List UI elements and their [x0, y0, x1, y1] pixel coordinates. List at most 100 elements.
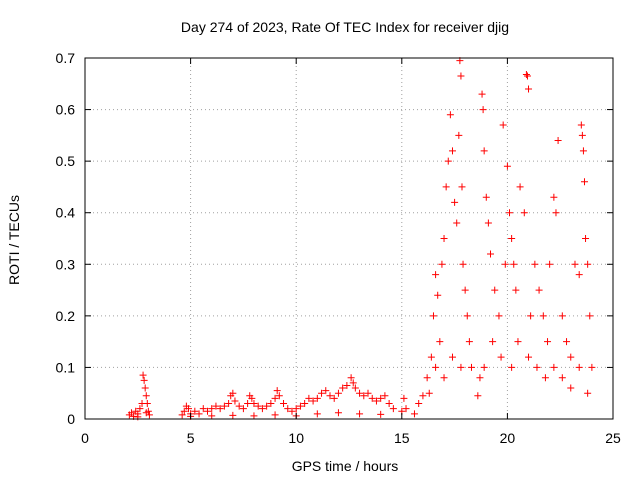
- x-tick-label: 15: [394, 430, 410, 446]
- data-point: [258, 405, 266, 413]
- data-point: [432, 363, 440, 371]
- data-point: [263, 402, 271, 410]
- data-points: [125, 57, 596, 421]
- data-point: [402, 405, 410, 413]
- data-point: [563, 338, 571, 346]
- data-point: [419, 392, 427, 400]
- data-point: [552, 209, 560, 217]
- data-point: [535, 286, 543, 294]
- data-point: [451, 198, 459, 206]
- data-point: [339, 384, 347, 392]
- data-point: [425, 389, 433, 397]
- y-tick-label: 0.6: [56, 102, 76, 118]
- data-point: [575, 271, 583, 279]
- data-point: [457, 72, 465, 80]
- data-point: [254, 402, 262, 410]
- data-point: [296, 402, 304, 410]
- data-point: [554, 137, 562, 145]
- data-point: [436, 338, 444, 346]
- x-tick-label: 20: [500, 430, 516, 446]
- data-point: [322, 387, 330, 395]
- x-tick-label: 25: [605, 430, 621, 446]
- data-point: [349, 379, 357, 387]
- data-point: [497, 353, 505, 361]
- data-point: [558, 312, 566, 320]
- data-point: [506, 209, 514, 217]
- data-point: [461, 286, 469, 294]
- data-point: [465, 338, 473, 346]
- data-point: [546, 260, 554, 268]
- data-point: [136, 405, 144, 413]
- data-point: [127, 409, 135, 417]
- data-point: [525, 353, 533, 361]
- data-point: [389, 405, 397, 413]
- data-point: [508, 235, 516, 242]
- data-point: [208, 405, 216, 413]
- data-point: [372, 397, 380, 405]
- y-tick-label: 0: [67, 411, 75, 427]
- data-point: [586, 312, 594, 320]
- data-point: [239, 405, 247, 413]
- data-point: [231, 397, 239, 405]
- y-tick-label: 0.2: [56, 308, 76, 324]
- data-point: [191, 407, 199, 415]
- x-tick-label: 0: [81, 430, 89, 446]
- data-point: [284, 405, 292, 413]
- data-point: [567, 384, 575, 392]
- data-point: [140, 376, 148, 384]
- data-point: [578, 131, 586, 139]
- data-point: [482, 193, 490, 201]
- data-point: [501, 260, 509, 268]
- data-point: [313, 410, 321, 418]
- data-point: [514, 338, 522, 346]
- data-point: [459, 260, 467, 268]
- data-point: [271, 394, 279, 402]
- data-point: [479, 106, 487, 114]
- data-point: [503, 162, 511, 170]
- data-point: [225, 400, 233, 408]
- data-point: [474, 392, 482, 400]
- data-point: [142, 409, 150, 417]
- data-point: [438, 260, 446, 268]
- y-tick-label: 0.4: [56, 205, 76, 221]
- data-point: [567, 353, 575, 361]
- data-point: [343, 381, 351, 389]
- x-tick-label: 5: [187, 430, 195, 446]
- data-point: [410, 410, 418, 418]
- data-point: [478, 90, 486, 98]
- data-point: [491, 286, 499, 294]
- data-point: [520, 209, 528, 217]
- data-point: [248, 394, 256, 402]
- data-point: [550, 193, 558, 201]
- x-axis-label: GPS time / hours: [292, 458, 399, 474]
- data-point: [142, 392, 150, 400]
- data-point: [446, 111, 454, 119]
- data-point: [577, 121, 585, 129]
- data-point: [575, 363, 583, 371]
- data-point: [229, 411, 237, 419]
- data-point: [381, 392, 389, 400]
- data-point: [216, 405, 224, 413]
- data-point: [467, 363, 475, 371]
- data-point: [377, 394, 385, 402]
- data-point: [489, 338, 497, 346]
- data-point: [400, 394, 408, 402]
- data-point: [141, 384, 149, 392]
- data-point: [178, 411, 186, 419]
- data-point: [208, 412, 216, 420]
- data-point: [313, 394, 321, 402]
- data-point: [480, 147, 488, 155]
- data-point: [448, 353, 456, 361]
- data-point: [584, 260, 592, 268]
- data-point: [229, 389, 237, 397]
- data-point: [463, 312, 471, 320]
- axis-ticks: 0 5 10 15 20 25 0 0.1 0.2 0.3 0.4 0.5 0.6 0.7: [56, 50, 621, 446]
- data-point: [288, 407, 296, 415]
- data-point: [377, 410, 385, 418]
- data-point: [385, 400, 393, 408]
- y-tick-label: 0.1: [56, 359, 76, 375]
- data-point: [550, 363, 558, 371]
- data-point: [415, 400, 423, 408]
- y-tick-label: 0.3: [56, 256, 76, 272]
